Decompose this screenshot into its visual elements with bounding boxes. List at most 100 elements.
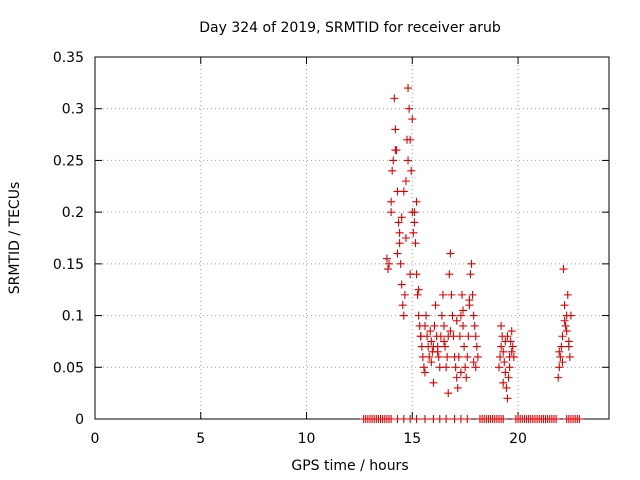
data-point <box>427 337 436 346</box>
data-point <box>554 373 563 382</box>
data-point <box>501 337 510 346</box>
data-point <box>463 415 472 423</box>
data-point <box>495 363 504 372</box>
data-point <box>430 321 439 330</box>
data-point <box>382 254 391 263</box>
x-tick-label: 15 <box>403 431 421 447</box>
data-point <box>414 311 423 320</box>
data-point <box>470 321 479 330</box>
data-point <box>442 363 451 372</box>
data-point <box>455 332 464 341</box>
data-point <box>507 347 516 356</box>
data-point <box>394 218 403 227</box>
data-point <box>395 239 404 248</box>
data-point <box>463 352 472 361</box>
data-point <box>445 270 454 279</box>
data-point <box>447 290 456 299</box>
data-point <box>499 415 508 423</box>
data-point <box>461 363 470 372</box>
data-point <box>391 125 400 134</box>
data-point <box>412 197 421 206</box>
data-point <box>410 218 419 227</box>
data-point <box>464 332 473 341</box>
data-point <box>473 352 482 361</box>
data-point <box>399 311 408 320</box>
data-point <box>469 358 478 367</box>
data-point <box>401 234 410 242</box>
data-point <box>500 358 509 367</box>
data-point <box>385 259 394 268</box>
data-point <box>406 270 415 279</box>
data-point <box>452 373 461 382</box>
data-point <box>565 352 574 361</box>
data-point <box>467 259 476 268</box>
data-point <box>422 311 431 320</box>
data-point <box>405 104 414 113</box>
data-point <box>420 321 429 330</box>
data-point <box>558 358 567 367</box>
data-point <box>503 394 512 403</box>
data-point <box>412 415 421 423</box>
data-point <box>448 311 457 320</box>
x-tick-label: 5 <box>196 431 205 447</box>
data-point <box>420 415 429 423</box>
data-point <box>440 321 449 330</box>
data-point <box>441 342 450 351</box>
data-point <box>509 352 518 361</box>
data-point <box>558 332 567 341</box>
data-point <box>425 352 434 361</box>
data-point <box>504 373 513 382</box>
data-point <box>410 208 419 217</box>
data-point <box>389 156 398 165</box>
data-point <box>387 197 396 206</box>
data-point <box>561 321 570 330</box>
data-point <box>437 311 446 320</box>
data-point <box>454 352 463 361</box>
chart-title: Day 324 of 2019, SRMTID for receiver aru… <box>199 20 501 36</box>
plot-frame <box>94 56 610 420</box>
data-point <box>459 306 468 315</box>
data-point <box>423 332 432 341</box>
data-point <box>426 327 435 336</box>
data-point <box>383 265 392 274</box>
data-point <box>414 285 423 294</box>
data-point <box>400 290 409 299</box>
data-point <box>465 296 474 305</box>
data-point <box>555 347 564 356</box>
x-tick-label: 10 <box>298 431 316 447</box>
data-point <box>404 84 413 93</box>
data-point <box>390 94 399 103</box>
x-axis-label: GPS time / hours <box>291 458 408 474</box>
data-point <box>433 347 442 356</box>
y-tick-label: 0.05 <box>53 360 84 376</box>
data-point <box>407 166 416 175</box>
data-point <box>472 342 481 351</box>
data-point <box>457 290 466 299</box>
data-point <box>502 383 511 392</box>
data-point <box>557 342 566 351</box>
data-point <box>460 342 469 351</box>
data-point <box>442 415 451 423</box>
data-point <box>562 327 571 336</box>
data-point <box>499 378 508 387</box>
data-point <box>411 239 420 248</box>
data-point <box>456 311 465 320</box>
y-tick-label: 0.35 <box>53 50 84 66</box>
data-point <box>471 363 480 372</box>
data-point <box>468 290 477 299</box>
data-points <box>359 84 584 423</box>
data-point <box>575 415 584 423</box>
grid <box>95 57 609 419</box>
data-point <box>393 249 402 258</box>
data-point <box>560 316 569 325</box>
data-point <box>388 166 397 175</box>
data-point <box>404 156 413 165</box>
data-point <box>462 373 471 382</box>
data-point <box>398 301 407 310</box>
data-point <box>456 368 465 377</box>
data-point <box>555 363 564 372</box>
data-point <box>469 311 478 320</box>
data-point <box>497 321 506 330</box>
data-point <box>420 368 429 377</box>
